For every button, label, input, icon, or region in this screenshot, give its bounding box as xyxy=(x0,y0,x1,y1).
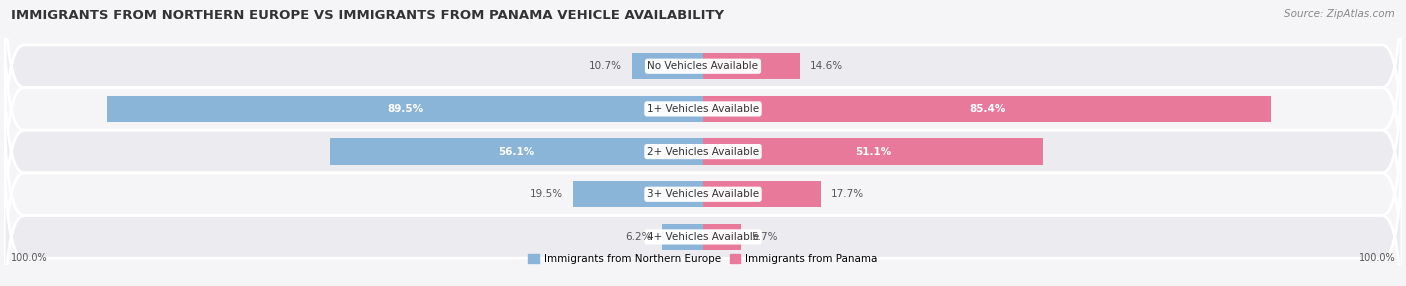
Text: 14.6%: 14.6% xyxy=(810,61,844,71)
Text: 89.5%: 89.5% xyxy=(387,104,423,114)
Bar xyxy=(107,96,703,122)
Bar xyxy=(662,224,703,250)
Bar xyxy=(703,138,1043,165)
Text: No Vehicles Available: No Vehicles Available xyxy=(648,61,758,71)
FancyBboxPatch shape xyxy=(4,2,1402,216)
Bar xyxy=(703,96,1271,122)
FancyBboxPatch shape xyxy=(4,0,1402,173)
Text: 5.7%: 5.7% xyxy=(751,232,778,242)
Bar xyxy=(631,53,703,80)
Bar xyxy=(703,224,741,250)
Text: 17.7%: 17.7% xyxy=(831,189,863,199)
Text: Source: ZipAtlas.com: Source: ZipAtlas.com xyxy=(1284,9,1395,19)
Bar xyxy=(574,181,703,207)
Text: 4+ Vehicles Available: 4+ Vehicles Available xyxy=(647,232,759,242)
Text: 19.5%: 19.5% xyxy=(530,189,564,199)
Text: 1+ Vehicles Available: 1+ Vehicles Available xyxy=(647,104,759,114)
Text: 2+ Vehicles Available: 2+ Vehicles Available xyxy=(647,147,759,156)
Text: 100.0%: 100.0% xyxy=(1358,253,1395,263)
FancyBboxPatch shape xyxy=(4,130,1402,286)
FancyBboxPatch shape xyxy=(4,45,1402,258)
FancyBboxPatch shape xyxy=(4,88,1402,286)
Text: 6.2%: 6.2% xyxy=(626,232,652,242)
Text: 3+ Vehicles Available: 3+ Vehicles Available xyxy=(647,189,759,199)
Text: IMMIGRANTS FROM NORTHERN EUROPE VS IMMIGRANTS FROM PANAMA VEHICLE AVAILABILITY: IMMIGRANTS FROM NORTHERN EUROPE VS IMMIG… xyxy=(11,9,724,21)
Bar xyxy=(329,138,703,165)
Bar xyxy=(703,53,800,80)
Text: 51.1%: 51.1% xyxy=(855,147,891,156)
Bar xyxy=(703,181,821,207)
Text: 100.0%: 100.0% xyxy=(11,253,48,263)
Legend: Immigrants from Northern Europe, Immigrants from Panama: Immigrants from Northern Europe, Immigra… xyxy=(529,254,877,264)
Text: 85.4%: 85.4% xyxy=(969,104,1005,114)
Text: 56.1%: 56.1% xyxy=(498,147,534,156)
Text: 10.7%: 10.7% xyxy=(589,61,621,71)
